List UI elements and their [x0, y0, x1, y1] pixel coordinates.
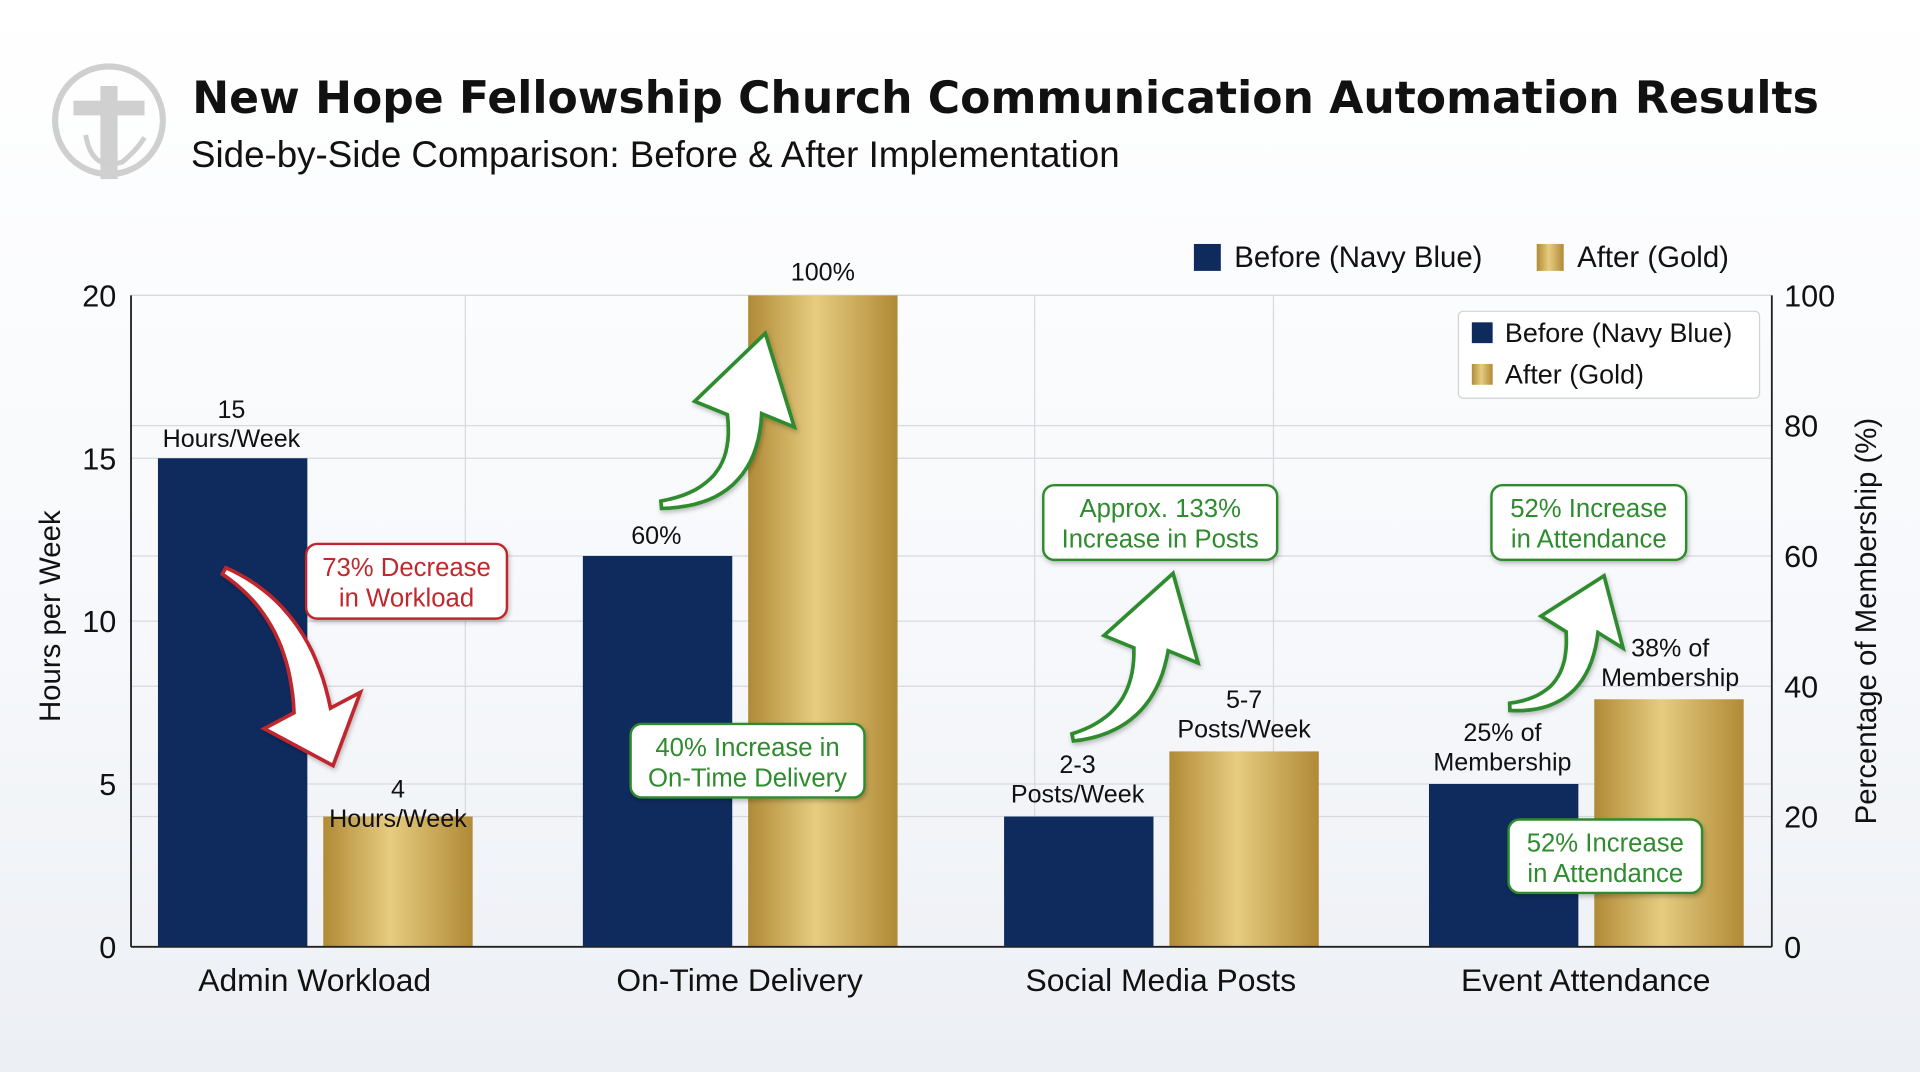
legend-top: Before (Navy Blue) After (Gold) — [1193, 241, 1729, 274]
bar-after-admin-workload — [323, 816, 473, 947]
y-tick-label-left: 0 — [99, 931, 116, 965]
y-tick-label-right: 100 — [1784, 279, 1835, 313]
callout-text: in Attendance — [1527, 860, 1683, 888]
bar-before-social-media-posts — [1004, 816, 1154, 947]
y-tick-label-left: 20 — [82, 279, 116, 313]
y-tick-label-right: 40 — [1784, 670, 1818, 704]
data-label: 4 — [391, 775, 405, 803]
callout-text: 52% Increase — [1510, 495, 1667, 523]
church-logo — [52, 63, 166, 180]
legend-inner-box — [1457, 310, 1761, 399]
x-tick-label: Event Attendance — [1461, 962, 1711, 998]
annotation-arrows — [219, 329, 1627, 769]
y-axis-label-left: Hours per Week — [34, 510, 67, 722]
bar-after-social-media-posts — [1169, 751, 1319, 947]
decrease-arrow-icon — [219, 565, 364, 769]
y-tick-label-right: 60 — [1784, 540, 1818, 574]
legend-inner-swatch-before — [1471, 322, 1493, 344]
y-tick-label-left: 15 — [82, 442, 116, 476]
data-label: Hours/Week — [329, 805, 467, 833]
x-tick-label: On-Time Delivery — [616, 962, 862, 998]
callout-box — [1490, 483, 1688, 562]
legend-inner-swatch-after — [1471, 363, 1493, 385]
callout-box — [304, 542, 509, 620]
callout-box — [1042, 483, 1279, 562]
callout-box — [1507, 818, 1704, 895]
legend-inner-label-after: After (Gold) — [1505, 360, 1644, 390]
y-tick-label-left: 5 — [99, 768, 116, 802]
legend-swatch-before — [1193, 243, 1221, 271]
callout-increase: 52% Increase in Attendance — [1507, 818, 1704, 895]
data-label: Posts/Week — [1177, 715, 1311, 743]
callout-text: 40% Increase in — [655, 734, 839, 762]
data-label: Hours/Week — [163, 425, 301, 453]
data-label: 15 — [217, 396, 245, 424]
callout-text: Increase in Posts — [1062, 526, 1259, 554]
callout-text: On-Time Delivery — [648, 764, 847, 792]
legend-inner: Before (Navy Blue) After (Gold) — [1457, 310, 1761, 399]
bars — [157, 295, 1744, 947]
callout-text: in Attendance — [1511, 526, 1667, 554]
legend-inner-label-before: Before (Navy Blue) — [1505, 318, 1732, 348]
callout-text: Approx. 133% — [1079, 495, 1240, 523]
x-tick-label: Admin Workload — [198, 962, 431, 998]
bar-before-admin-workload — [157, 458, 308, 947]
increase-arrow-icon — [1069, 569, 1201, 744]
callout-text: 73% Decrease — [322, 554, 491, 582]
increase-arrow-icon — [658, 329, 798, 511]
data-label: 25% of — [1463, 719, 1542, 747]
data-label: 5-7 — [1226, 686, 1262, 714]
callout-text: 52% Increase — [1527, 829, 1684, 857]
legend-label-after: After (Gold) — [1577, 241, 1729, 274]
callout-increase: Approx. 133% Increase in Posts — [1042, 483, 1279, 562]
page-title: New Hope Fellowship Church Communication… — [192, 73, 1819, 124]
data-label: 60% — [631, 522, 681, 550]
callout-increase: 52% Increase in Attendance — [1490, 483, 1688, 562]
callout-box — [629, 722, 866, 799]
page-subtitle: Side-by-Side Comparison: Before & After … — [191, 134, 1120, 175]
y-tick-label-right: 80 — [1784, 410, 1818, 444]
data-label: 100% — [791, 259, 855, 287]
legend-swatch-after — [1536, 243, 1564, 271]
data-label: 2-3 — [1059, 751, 1095, 779]
data-label: Membership — [1601, 664, 1739, 692]
data-label: Posts/Week — [1011, 780, 1145, 808]
data-label: Membership — [1433, 748, 1571, 776]
y-tick-label-left: 10 — [82, 605, 116, 639]
y-tick-label-right: 0 — [1784, 931, 1801, 965]
increase-arrow-icon — [1507, 572, 1627, 713]
y-axis-label-right: Percentage of Membership (%) — [1850, 418, 1883, 825]
legend-label-before: Before (Navy Blue) — [1234, 241, 1482, 274]
callout-text: in Workload — [339, 584, 474, 612]
y-tick-label-right: 20 — [1784, 801, 1818, 835]
x-tick-label: Social Media Posts — [1025, 962, 1296, 998]
data-label: 38% of — [1631, 635, 1710, 663]
